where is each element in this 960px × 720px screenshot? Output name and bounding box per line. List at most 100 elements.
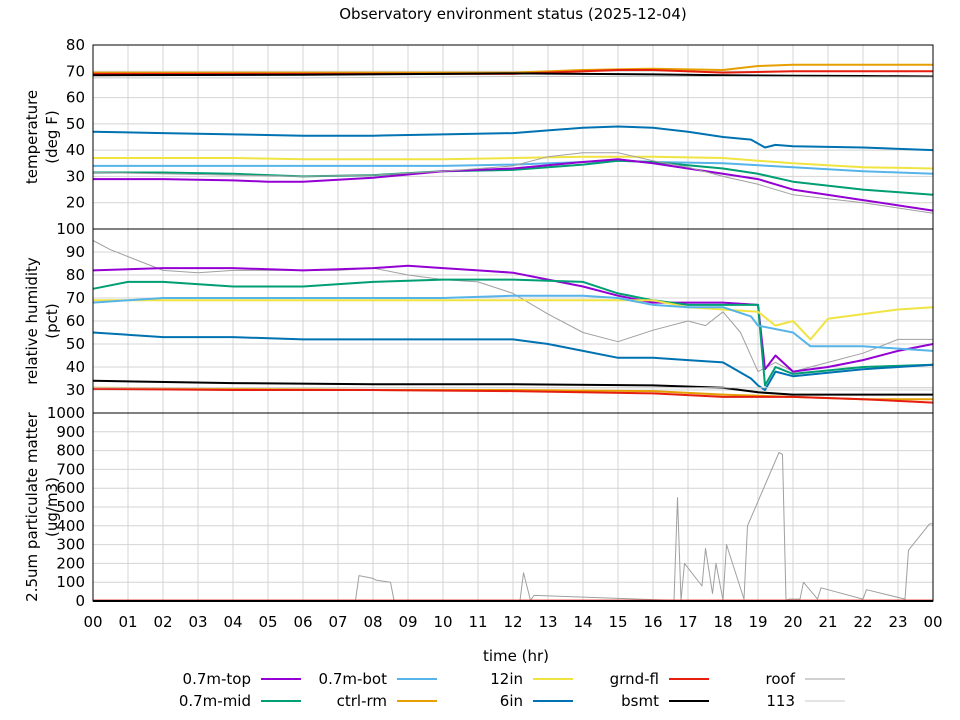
- x-tick-label: 06: [293, 613, 312, 631]
- legend-label: bsmt: [621, 692, 659, 710]
- legend-label: 113: [766, 692, 795, 710]
- y-tick-label: 50: [66, 335, 85, 353]
- x-tick-label: 19: [748, 613, 767, 631]
- legend-entry-ctrl-rm: ctrl-rm: [337, 692, 437, 710]
- x-tick-label: 15: [608, 613, 627, 631]
- series-line-bsmt: [92, 379, 933, 396]
- series-line-ctrl-rm: [93, 63, 933, 74]
- y-tick-label: 600: [56, 479, 85, 497]
- x-tick-label: 22: [853, 613, 872, 631]
- series-line-0.7m-mid: [93, 159, 934, 196]
- y-axis-label: relative humidity: [23, 257, 41, 385]
- legend-entry-0.7m-top: 0.7m-top: [183, 670, 301, 688]
- x-axis-label: time (hr): [483, 647, 549, 665]
- y-tick-label: 400: [56, 517, 85, 535]
- y-tick-label: 100: [56, 573, 85, 591]
- series-line-0.7m-top: [92, 264, 934, 373]
- y-axis-label: 2.5um particulate matter: [23, 411, 41, 601]
- series-line-6in: [92, 125, 934, 152]
- legend-label: 0.7m-mid: [179, 692, 251, 710]
- y-tick-label: 300: [56, 536, 85, 554]
- x-tick-label: 12: [503, 613, 522, 631]
- x-tick-label: 07: [328, 613, 347, 631]
- x-tick-label: 08: [363, 613, 382, 631]
- x-tick-label: 04: [223, 613, 242, 631]
- x-tick-label: 00: [923, 613, 942, 631]
- y-tick-label: 500: [56, 498, 85, 516]
- x-tick-label: 23: [888, 613, 907, 631]
- y-tick-label: 80: [66, 36, 85, 54]
- y-axis-label: (ug/m3): [43, 477, 61, 537]
- y-tick-label: 80: [66, 266, 85, 284]
- y-axis-label: temperature: [23, 90, 41, 184]
- series-line-roof: [92, 240, 933, 373]
- x-tick-label: 10: [433, 613, 452, 631]
- series-line-roof: [92, 152, 934, 214]
- legend-entry-roof: roof: [766, 670, 845, 688]
- x-tick-label: 05: [258, 613, 277, 631]
- panel-frame: [92, 412, 934, 602]
- legend-label: 12in: [490, 670, 523, 688]
- y-tick-label: 60: [66, 312, 85, 330]
- legend-entry-0.7m-mid: 0.7m-mid: [179, 692, 301, 710]
- legend-label: 0.7m-top: [183, 670, 251, 688]
- x-tick-label: 18: [713, 613, 732, 631]
- y-tick-label: 800: [56, 442, 85, 460]
- y-axis-label: (pct): [43, 303, 61, 338]
- legend-label: 6in: [500, 692, 523, 710]
- x-tick-label: 17: [678, 613, 697, 631]
- x-tick-label: 02: [153, 613, 172, 631]
- y-tick-label: 30: [66, 167, 85, 185]
- legend-label: roof: [766, 670, 796, 688]
- legend-label: 0.7m-bot: [319, 670, 388, 688]
- y-tick-label: 70: [66, 289, 85, 307]
- y-tick-label: 90: [66, 243, 85, 261]
- legend-label: grnd-fl: [610, 670, 659, 688]
- series-line-0.7m-bot: [93, 159, 934, 175]
- x-tick-label: 00: [83, 613, 102, 631]
- series-line-0.7m-top: [93, 158, 934, 212]
- chart-title: Observatory environment status (2025-12-…: [339, 5, 687, 23]
- x-tick-label: 21: [818, 613, 837, 631]
- x-tick-label: 20: [783, 613, 802, 631]
- y-tick-label: 30: [66, 381, 85, 399]
- legend-label: ctrl-rm: [337, 692, 387, 710]
- y-axis-label: (deg F): [43, 110, 61, 163]
- y-tick-label: 40: [66, 358, 85, 376]
- y-tick-label: 200: [56, 554, 85, 572]
- legend-entry-113: 113: [766, 692, 845, 710]
- series-line-6in: [92, 331, 934, 391]
- panel-0: 20 30 40 50 60 70 80 temperature (deg F): [23, 36, 934, 230]
- legend-entry-bsmt: bsmt: [621, 692, 709, 710]
- legend-entry-grnd-fl: grnd-fl: [610, 670, 709, 688]
- y-tick-label: 70: [66, 62, 85, 80]
- series-line-0.7m-bot: [92, 294, 934, 352]
- x-axis-ticks: 00 01 02 03 04 05 06 07 08 09 10 11 12 13 14 15 16 17 18 19…: [83, 613, 942, 631]
- x-tick-label: 09: [398, 613, 417, 631]
- chart-panels: 20 30 40 50 60 70 80 temperature (deg F) 30 40 50 60…: [23, 36, 934, 610]
- legend-entry-0.7m-bot: 0.7m-bot: [319, 670, 437, 688]
- y-tick-label: 60: [66, 89, 85, 107]
- panel-1: 30 40 50 60 70 80 90 100 relative humidity (pct): [23, 220, 934, 414]
- x-tick-label: 01: [118, 613, 137, 631]
- chart-legend: 0.7m-top 0.7m-bot 12in grnd-fl roof 0.7m-mid c…: [179, 670, 845, 710]
- y-tick-label: 700: [56, 460, 85, 478]
- y-tick-label: 900: [56, 423, 85, 441]
- x-tick-label: 03: [188, 613, 207, 631]
- series-line-bsmt: [92, 72, 934, 78]
- x-tick-label: 11: [468, 613, 487, 631]
- series-line-grnd-fl: [92, 387, 934, 404]
- x-tick-label: 16: [643, 613, 662, 631]
- y-tick-label: 1000: [47, 404, 85, 422]
- series-line-0.7m-mid: [92, 278, 934, 387]
- y-tick-label: 20: [66, 194, 85, 212]
- y-tick-label: 100: [56, 220, 85, 238]
- x-tick-label: 14: [573, 613, 592, 631]
- legend-entry-6in: 6in: [500, 692, 573, 710]
- series-line-113: [93, 76, 934, 79]
- y-tick-label: 50: [66, 115, 85, 133]
- x-tick-label: 13: [538, 613, 557, 631]
- y-tick-label: 40: [66, 141, 85, 159]
